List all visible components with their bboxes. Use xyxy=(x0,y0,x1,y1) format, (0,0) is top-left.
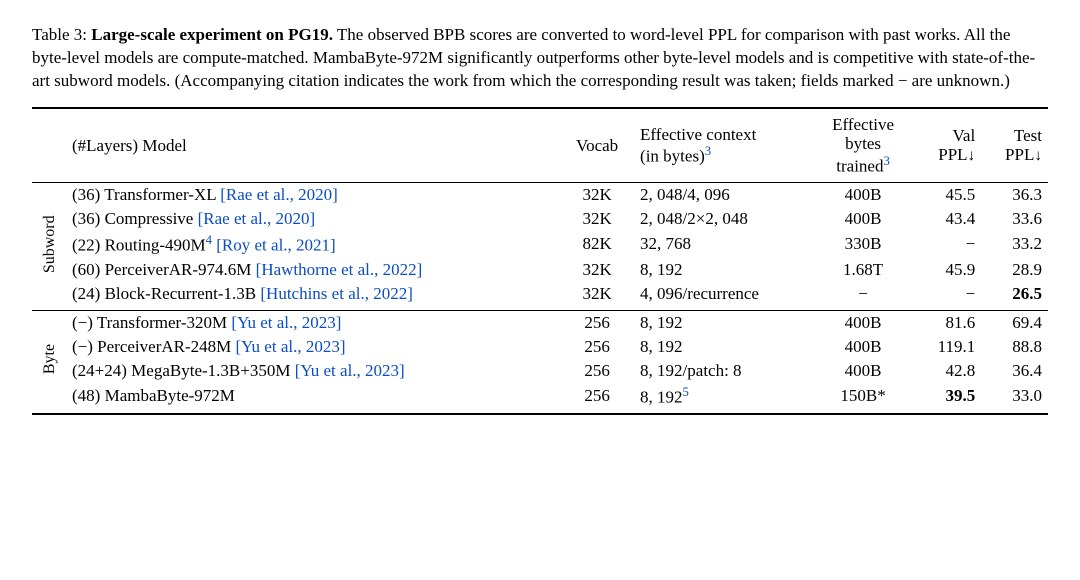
col-vocab: Vocab xyxy=(560,113,634,178)
table-row: Byte (−) Transformer-320M [Yu et al., 20… xyxy=(32,310,1048,335)
group-label-byte: Byte xyxy=(32,310,66,409)
citation[interactable]: [Hawthorne et al., 2022] xyxy=(256,260,423,279)
citation[interactable]: [Roy et al., 2021] xyxy=(212,236,336,255)
cell-bytes: 400B xyxy=(813,183,914,208)
table-caption: Table 3: Large-scale experiment on PG19.… xyxy=(32,24,1048,93)
cell-test: 36.3 xyxy=(981,183,1048,208)
citation[interactable]: [Rae et al., 2020] xyxy=(220,185,338,204)
citation[interactable]: [Hutchins et al., 2022] xyxy=(260,284,413,303)
table-row: (48) MambaByte-972M 256 8, 1925 150B* 39… xyxy=(32,383,1048,410)
col-val: Val PPL↓ xyxy=(914,113,982,178)
citation[interactable]: [Rae et al., 2020] xyxy=(198,209,316,228)
cell-model: (36) Transformer-XL [Rae et al., 2020] xyxy=(66,183,560,208)
group-label-subword: Subword xyxy=(32,183,66,306)
col-bytes: Effective bytes trained3 xyxy=(813,113,914,178)
cell-vocab: 32K xyxy=(560,183,634,208)
table-row: (36) Compressive [Rae et al., 2020] 32K … xyxy=(32,207,1048,231)
col-test: Test PPL↓ xyxy=(981,113,1048,178)
table-row: (60) PerceiverAR-974.6M [Hawthorne et al… xyxy=(32,258,1048,282)
table-row: (22) Routing-490M4 [Roy et al., 2021] 82… xyxy=(32,231,1048,258)
col-model: (#Layers) Model xyxy=(66,113,560,178)
cell-val: 45.5 xyxy=(914,183,982,208)
table-row: (24+24) MegaByte-1.3B+350M [Yu et al., 2… xyxy=(32,359,1048,383)
caption-label: Table 3: xyxy=(32,25,87,44)
citation[interactable]: [Yu et al., 2023] xyxy=(295,361,405,380)
table-row: (−) PerceiverAR-248M [Yu et al., 2023] 2… xyxy=(32,335,1048,359)
citation[interactable]: [Yu et al., 2023] xyxy=(231,313,341,332)
caption-title: Large-scale experiment on PG19. xyxy=(87,25,333,44)
citation[interactable]: [Yu et al., 2023] xyxy=(236,337,346,356)
col-context: Effective context (in bytes)3 xyxy=(634,113,813,178)
results-table: (#Layers) Model Vocab Effective context … xyxy=(32,107,1048,416)
cell-context: 2, 048/4, 096 xyxy=(634,183,813,208)
table-row: (24) Block-Recurrent-1.3B [Hutchins et a… xyxy=(32,282,1048,306)
table-row: Subword (36) Transformer-XL [Rae et al.,… xyxy=(32,183,1048,208)
